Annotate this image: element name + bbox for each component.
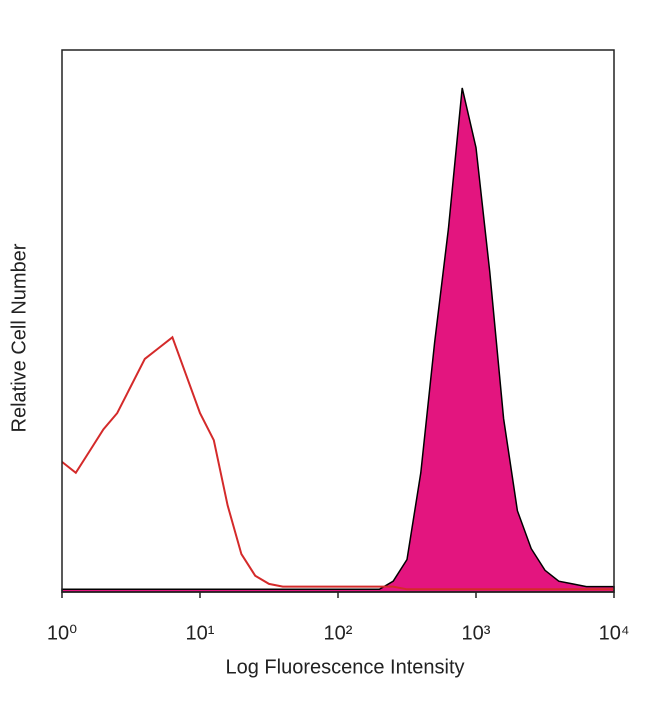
area — [61, 87, 615, 593]
x-tick-label: 10² — [324, 622, 353, 644]
x-tick-label: 10⁰ — [47, 622, 77, 644]
x-tick-label: 10⁴ — [599, 622, 630, 644]
x-axis-label: Log Fluorescence Intensity — [225, 656, 464, 678]
x-tick-label: 10¹ — [186, 622, 215, 644]
x-tick-label: 10³ — [462, 622, 491, 644]
y-axis-label: Relative Cell Number — [8, 243, 30, 432]
line — [61, 335, 614, 591]
plot-frame — [61, 49, 615, 593]
